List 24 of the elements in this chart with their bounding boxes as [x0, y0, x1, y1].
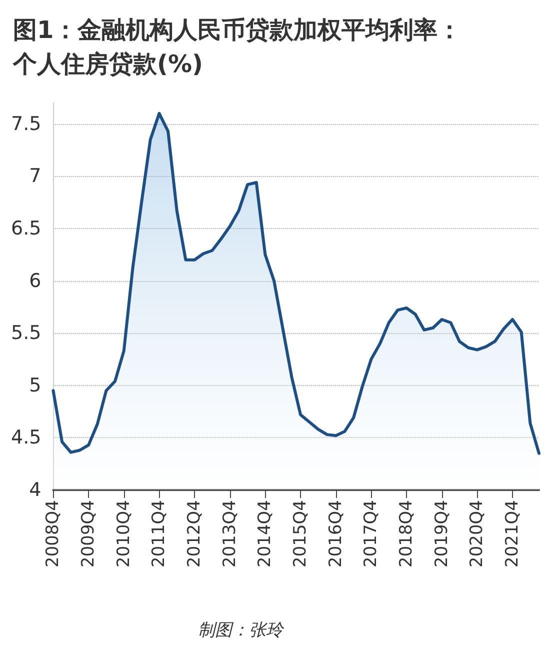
x-tick-label: 2017Q4 [361, 500, 382, 568]
x-tick-label: 2010Q4 [114, 500, 134, 568]
x-tick-label: 2014Q4 [255, 500, 276, 568]
x-tick-label: 2016Q4 [326, 500, 346, 568]
y-tick-label: 7 [29, 165, 42, 188]
x-tick-label: 2018Q4 [396, 500, 417, 568]
x-tick-label: 2015Q4 [290, 500, 311, 568]
y-tick-label: 4 [29, 479, 42, 501]
y-tick-label: 5.5 [11, 322, 42, 344]
chart-title: 图1：金融机构人民币贷款加权平均利率：个人住房贷款(%) [12, 16, 462, 78]
x-tick-label: 2012Q4 [184, 500, 205, 568]
y-tick-label: 7.5 [11, 112, 42, 135]
x-tick-label: 2021Q4 [502, 500, 523, 568]
x-tick-label: 2019Q4 [432, 500, 452, 568]
text: 制图：张玲 [198, 620, 285, 640]
x-tick-label: 2011Q4 [149, 500, 170, 568]
x-tick-label: 2008Q4 [43, 500, 64, 568]
y-tick-label: 6.5 [11, 218, 42, 240]
y-tick-label: 6 [29, 270, 42, 292]
x-tick-label: 2013Q4 [220, 500, 240, 568]
x-tick-label: 2020Q4 [467, 500, 488, 568]
y-tick-label: 5 [29, 374, 42, 396]
x-tick-label: 2009Q4 [78, 500, 99, 568]
y-tick-label: 4.5 [11, 426, 42, 449]
